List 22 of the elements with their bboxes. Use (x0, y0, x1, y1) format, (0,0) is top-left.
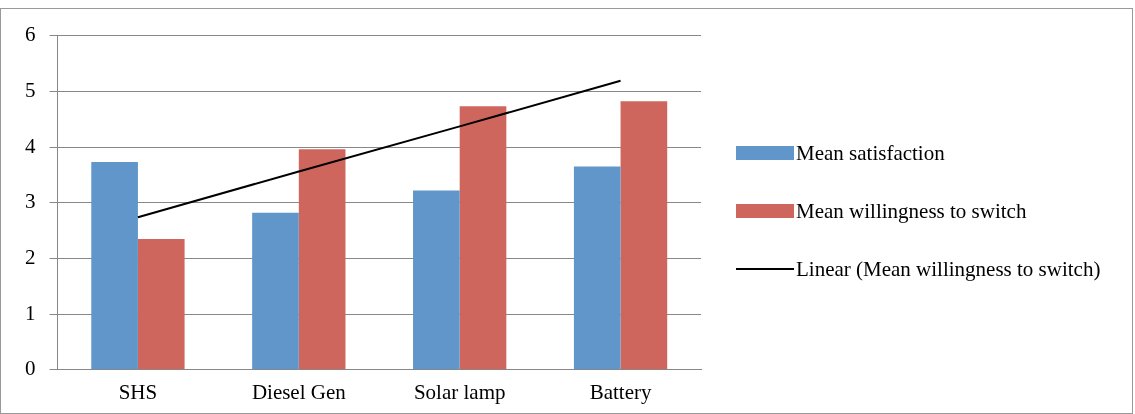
bar (137, 238, 185, 370)
legend-label: Mean satisfaction (796, 140, 945, 166)
y-tick-label: 4 (25, 133, 36, 158)
y-tick-label: 0 (25, 356, 36, 381)
bar (459, 106, 507, 370)
legend-label: Mean willingness to switch (796, 198, 1027, 224)
x-tick-label: Solar lamp (413, 379, 506, 404)
bar (298, 149, 346, 370)
bar (91, 162, 138, 370)
y-tick-label: 1 (25, 300, 36, 325)
y-tick-label: 2 (25, 244, 36, 269)
x-tick-label: Diesel Gen (251, 379, 347, 404)
y-tick-label: 5 (25, 77, 36, 102)
x-tick-label: SHS (118, 379, 158, 404)
x-tick-label: Battery (589, 379, 652, 404)
bar (413, 190, 460, 370)
y-tick-label: 6 (25, 22, 36, 47)
bar (620, 101, 668, 370)
y-tick-label: 3 (25, 189, 36, 214)
bar (573, 166, 621, 370)
bar (252, 212, 299, 370)
legend-label: Linear (Mean willingness to switch) (796, 256, 1101, 282)
